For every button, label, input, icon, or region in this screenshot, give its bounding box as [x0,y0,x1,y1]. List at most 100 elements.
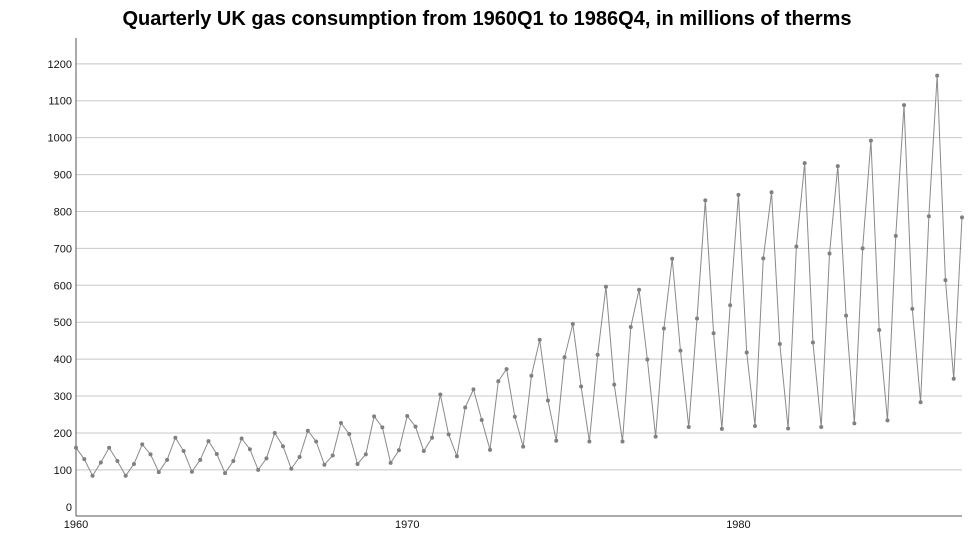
data-point [719,426,724,431]
data-point [289,466,294,471]
data-point [107,445,112,450]
y-tick-label: 600 [54,280,72,292]
y-tick-label: 800 [54,206,72,218]
data-point [943,278,948,283]
data-point [521,444,526,449]
data-point [786,426,791,431]
data-point [305,428,310,433]
data-point [794,244,799,249]
data-point [918,400,923,405]
y-tick-label: 900 [54,170,72,182]
data-point [247,447,252,452]
data-point [396,448,401,453]
data-point [620,439,625,444]
axes [75,38,962,517]
y-tick-label: 400 [54,354,72,366]
x-tick-label: 1980 [726,519,750,531]
chart-title: Quarterly UK gas consumption from 1960Q1… [122,8,852,30]
data-point [496,379,501,384]
data-point [388,460,393,465]
y-tick-label: 0 [66,502,72,514]
y-tick-label: 200 [54,428,72,440]
data-point [885,418,890,423]
data-point [338,420,343,425]
data-point [562,355,567,360]
y-tick-label: 300 [54,391,72,403]
data-point [421,449,426,454]
data-point [835,164,840,169]
data-point [198,457,203,462]
data-point [579,384,584,389]
data-point [661,326,666,331]
data-point [512,414,517,419]
data-point [372,414,377,419]
data-point [347,432,352,437]
data-point [902,103,907,108]
data-point [123,473,128,478]
data-point [951,376,956,381]
data-point [769,190,774,195]
data-point [214,451,219,456]
data-point [438,392,443,397]
data-point [868,138,873,143]
series-line [75,75,963,477]
data-point [827,251,832,256]
data-point [148,452,153,457]
data-point [256,467,261,472]
data-point [686,425,691,430]
data-point [173,435,178,440]
data-point [935,73,940,78]
data-point [537,337,542,342]
data-point [810,340,815,345]
data-point [98,460,103,465]
data-point [678,348,683,353]
data-point [430,435,435,440]
data-point [819,425,824,430]
data-point [612,382,617,387]
data-point [570,322,575,327]
data-point [703,198,708,203]
data-point [239,436,244,441]
data-point [752,423,757,428]
y-tick-label: 1200 [48,59,72,71]
data-point [695,316,700,321]
data-point [777,341,782,346]
data-point [670,256,675,261]
x-tick-label: 1970 [395,519,419,531]
series-gas-consumption [75,75,963,477]
data-point [479,418,484,423]
data-point [82,457,87,462]
data-point [960,215,964,220]
data-point [529,373,534,378]
data-point [852,421,857,426]
data-point [711,331,716,336]
data-point [446,432,451,437]
data-point [736,192,741,197]
data-point [910,306,915,311]
data-point [504,367,509,372]
data-point [545,398,550,403]
data-point [272,430,277,435]
data-point [363,452,368,457]
data-point [926,214,931,219]
data-point [471,387,476,392]
data-point [90,473,95,478]
data-point [264,456,269,461]
data-point [554,438,559,443]
data-point [761,256,766,261]
data-point [802,161,807,166]
data-point [413,424,418,429]
data-point [595,352,600,357]
data-point [380,425,385,430]
data-point [131,461,136,466]
data-point [231,459,236,463]
data-point [181,449,186,454]
data-point [355,461,360,466]
data-point [115,459,120,463]
data-point [844,313,849,318]
data-point [628,325,633,330]
data-point [314,439,319,444]
data-point [488,447,493,452]
data-point [877,327,882,332]
data-point [463,405,468,410]
